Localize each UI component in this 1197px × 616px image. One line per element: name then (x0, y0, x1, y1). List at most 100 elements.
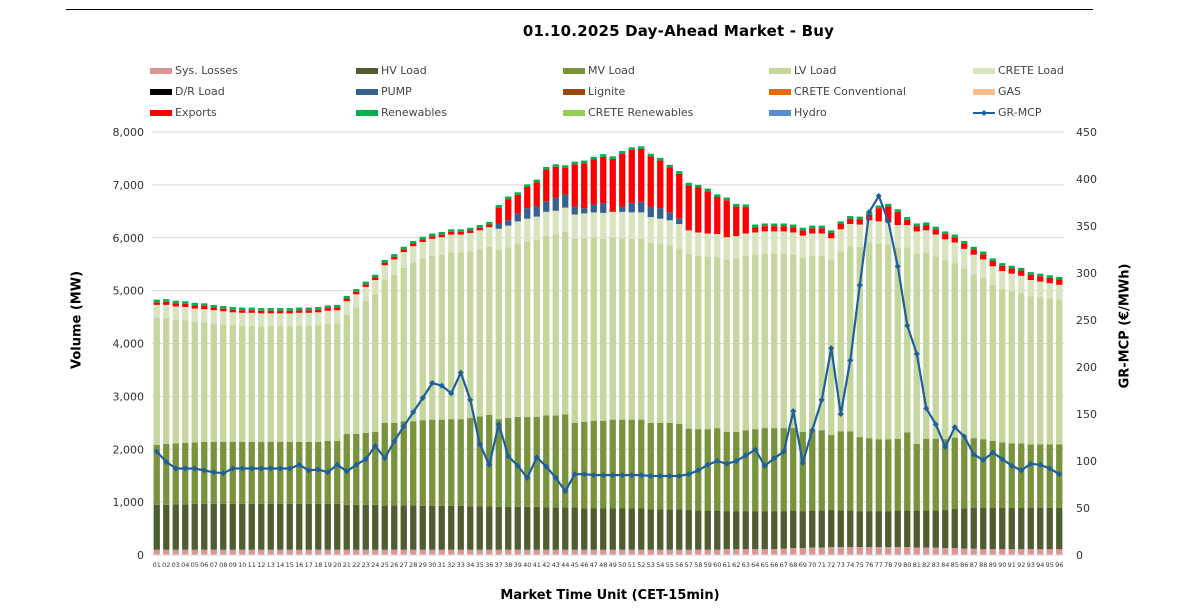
y2-tick-label: 250 (1076, 314, 1097, 327)
bar-sys-losses (552, 549, 559, 555)
x-tick-label: 10 (238, 561, 246, 569)
data-point-gr-mcp (239, 465, 246, 472)
bar-hv-load (239, 503, 246, 550)
y-tick-label: 8,000 (113, 126, 145, 139)
bar-hv-load (647, 509, 654, 550)
bar-crete-load (543, 211, 550, 236)
bar-hv-load (476, 506, 483, 550)
bar-pump (676, 218, 683, 225)
bar-renewables (733, 203, 740, 207)
bar-sys-losses (809, 547, 816, 555)
data-point-gr-mcp (410, 409, 417, 416)
bar-renewables (771, 223, 778, 227)
bar-lv-load (410, 262, 417, 422)
bar-renewables (638, 146, 645, 149)
data-point-gr-mcp (315, 466, 322, 473)
data-point-gr-mcp (913, 350, 920, 357)
bar-sys-losses (638, 549, 645, 555)
bar-mv-load (248, 441, 255, 504)
bar-crete-load (1018, 275, 1025, 293)
bar-hv-load (315, 503, 322, 550)
bar-crete-load (286, 313, 293, 327)
legend-item: Sys. Losses (150, 64, 238, 77)
bar-mv-load (153, 445, 160, 505)
data-point-gr-mcp (818, 396, 825, 403)
x-tick-label: 18 (314, 561, 322, 569)
legend-item: Renewables (356, 106, 447, 119)
bar-sys-losses (182, 549, 189, 555)
bar-hv-load (391, 505, 398, 550)
bar-renewables (524, 184, 531, 187)
bar-sys-losses (733, 549, 740, 555)
bar-exports (457, 231, 464, 235)
bar-exports (153, 302, 160, 305)
bar-exports (391, 256, 398, 260)
x-tick-label: 63 (742, 561, 750, 569)
data-point-gr-mcp (1056, 471, 1063, 478)
bar-hv-load (505, 506, 512, 550)
bar-renewables (201, 303, 208, 306)
bar-sys-losses (742, 549, 749, 555)
bar-exports (904, 219, 911, 226)
bar-lv-load (771, 253, 778, 429)
bar-renewables (153, 299, 160, 303)
bar-renewables (353, 289, 360, 292)
bar-exports (467, 230, 474, 233)
x-tick-label: 30 (428, 561, 436, 569)
bar-renewables (438, 231, 445, 235)
bar-renewables (315, 307, 322, 310)
legend-item: CRETE Renewables (563, 106, 693, 119)
bar-crete-load (381, 265, 388, 281)
bar-mv-load (581, 421, 588, 509)
data-point-gr-mcp (362, 456, 369, 463)
bar-renewables (647, 153, 654, 157)
bar-crete-load (837, 229, 844, 252)
bar-crete-load (457, 234, 464, 253)
bar-lv-load (961, 268, 968, 439)
bar-pump (543, 201, 550, 212)
bar-hv-load (913, 510, 920, 548)
x-tick-label: 19 (324, 561, 332, 569)
bar-renewables (885, 203, 892, 207)
bar-sys-losses (1027, 549, 1034, 555)
x-tick-label: 35 (476, 561, 484, 569)
x-tick-label: 44 (561, 561, 569, 569)
bar-sys-losses (714, 549, 721, 555)
bar-crete-load (951, 242, 958, 264)
legend-item: D/R Load (150, 85, 225, 98)
bar-renewables (723, 197, 730, 201)
bar-crete-load (400, 252, 407, 268)
x-tick-label: 47 (590, 561, 598, 569)
bar-pump (552, 197, 559, 211)
legend-label: Renewables (381, 106, 447, 119)
legend-label: Lignite (588, 85, 626, 98)
bar-sys-losses (248, 549, 255, 555)
x-tick-label: 95 (1046, 561, 1054, 569)
bar-mv-load (923, 438, 930, 511)
data-point-gr-mcp (590, 472, 597, 479)
bar-mv-load (970, 438, 977, 508)
bar-renewables (457, 229, 464, 232)
bar-renewables (400, 246, 407, 250)
bar-renewables (752, 224, 759, 228)
bar-renewables (1027, 272, 1034, 275)
y2-tick-label: 100 (1076, 455, 1097, 468)
bar-lv-load (448, 252, 455, 420)
bar-mv-load (229, 441, 236, 504)
bar-hv-load (172, 504, 179, 550)
bar-exports (410, 243, 417, 247)
bar-lv-load (210, 323, 217, 442)
x-tick-label: 86 (960, 561, 968, 569)
bar-hv-load (780, 511, 787, 549)
bar-crete-load (562, 207, 569, 232)
bar-sys-losses (201, 549, 208, 555)
legend-item: HV Load (356, 64, 427, 77)
x-tick-label: 80 (903, 561, 911, 569)
bar-exports (514, 194, 521, 214)
data-point-gr-mcp (248, 465, 255, 472)
bar-hv-load (448, 505, 455, 550)
bar-hv-load (153, 504, 160, 550)
bar-sys-losses (894, 547, 901, 555)
bar-mv-load (429, 419, 436, 506)
bar-exports (970, 249, 977, 255)
